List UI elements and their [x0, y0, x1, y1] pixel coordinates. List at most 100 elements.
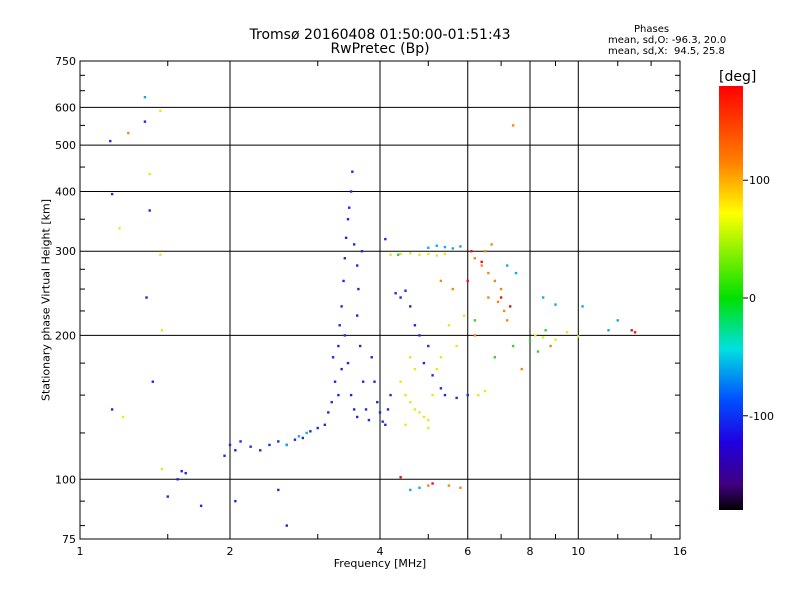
- data-point: [409, 305, 412, 308]
- y-tick-label: 600: [55, 101, 76, 114]
- data-point: [520, 367, 523, 371]
- data-point: [490, 243, 493, 246]
- x-tick-label: 10: [571, 545, 585, 558]
- data-point: [607, 329, 610, 332]
- data-point: [331, 356, 335, 359]
- y-tick-label: 750: [55, 55, 76, 68]
- data-point: [435, 367, 438, 371]
- data-point: [340, 367, 343, 371]
- x-tick-label: 4: [377, 545, 384, 558]
- data-point: [293, 438, 297, 441]
- data-point: [259, 449, 262, 452]
- data-point: [346, 218, 350, 221]
- data-point: [396, 253, 400, 256]
- y-tick-label: 400: [55, 185, 76, 198]
- data-point: [630, 329, 633, 332]
- data-point: [477, 393, 480, 397]
- data-point: [151, 380, 155, 383]
- data-point: [351, 170, 354, 173]
- data-point: [554, 303, 557, 306]
- data-point: [228, 443, 232, 447]
- data-point: [309, 430, 312, 433]
- data-point: [399, 380, 402, 383]
- data-point: [346, 361, 350, 365]
- data-point: [413, 367, 417, 371]
- y-tick-label: 500: [55, 139, 76, 152]
- legend-line-o: mean, sd,O: -96.3, 20.0: [608, 35, 727, 46]
- data-point: [323, 423, 327, 427]
- data-point: [534, 334, 537, 337]
- data-point: [159, 109, 162, 113]
- data-point: [330, 400, 333, 404]
- data-point: [127, 131, 130, 135]
- data-point: [389, 253, 392, 256]
- y-tick-label: 300: [55, 245, 76, 258]
- data-point: [427, 484, 430, 487]
- data-point: [399, 252, 402, 256]
- data-point: [355, 415, 359, 419]
- data-point: [409, 400, 412, 404]
- data-point: [352, 408, 356, 411]
- data-point: [499, 287, 503, 291]
- colorbar: [719, 86, 743, 510]
- data-point: [234, 499, 237, 503]
- data-point: [431, 374, 434, 377]
- legend-line-x: mean, sd,X: 94.5, 25.8: [608, 46, 725, 57]
- data-point: [480, 264, 483, 267]
- y-tick-label: 200: [55, 329, 76, 342]
- data-point: [427, 252, 430, 256]
- data-point: [427, 344, 430, 348]
- data-point: [536, 350, 540, 353]
- data-point: [435, 244, 438, 247]
- data-point: [483, 389, 487, 393]
- x-tick-label: 1: [77, 545, 84, 558]
- colorbar-tick-label: 0: [749, 292, 756, 305]
- data-point: [409, 252, 412, 255]
- data-point: [502, 309, 506, 313]
- data-point: [373, 380, 376, 383]
- data-point: [473, 334, 477, 337]
- data-point: [418, 486, 421, 489]
- data-point: [541, 296, 545, 299]
- data-point: [480, 260, 483, 264]
- data-point: [301, 436, 305, 440]
- data-point: [514, 271, 518, 275]
- data-point: [110, 192, 114, 196]
- data-point: [439, 387, 443, 390]
- data-point: [427, 418, 430, 422]
- data-point: [199, 504, 203, 508]
- data-point: [277, 488, 280, 492]
- data-point: [577, 335, 580, 338]
- data-point: [616, 319, 619, 322]
- data-point: [176, 478, 179, 481]
- data-point: [223, 454, 226, 457]
- data-point: [376, 400, 379, 404]
- data-point: [160, 467, 164, 471]
- data-point: [443, 393, 447, 397]
- data-point: [145, 296, 148, 299]
- data-point: [439, 279, 443, 283]
- data-point: [483, 250, 487, 253]
- data-point: [399, 476, 402, 479]
- data-point: [544, 329, 547, 332]
- data-point: [268, 443, 271, 447]
- x-tick-label: 8: [527, 545, 534, 558]
- data-point: [148, 209, 151, 212]
- data-point: [343, 334, 347, 337]
- data-point: [394, 292, 397, 295]
- data-point: [305, 431, 308, 435]
- data-point: [316, 426, 319, 430]
- plot-frame: [79, 60, 681, 540]
- x-tick-label: 6: [464, 545, 471, 558]
- data-point: [327, 411, 330, 414]
- data-point: [285, 443, 288, 447]
- data-point: [511, 344, 515, 348]
- data-point: [370, 356, 373, 359]
- data-point: [427, 246, 430, 249]
- data-point: [338, 324, 341, 327]
- data-point: [581, 305, 584, 308]
- data-point: [348, 206, 351, 209]
- data-point: [110, 408, 114, 411]
- data-point: [493, 279, 497, 283]
